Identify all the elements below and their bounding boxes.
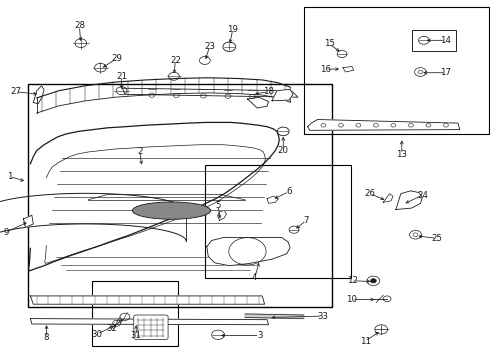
Text: 10: 10 [346,295,357,304]
Text: 2: 2 [137,147,143,156]
Circle shape [370,279,376,283]
Text: 5: 5 [215,201,221,210]
Polygon shape [24,215,33,228]
Text: 17: 17 [441,68,451,77]
Text: 11: 11 [360,337,370,346]
Text: 23: 23 [204,41,215,50]
Text: 19: 19 [227,25,238,34]
Polygon shape [267,196,278,203]
Bar [304,7,489,134]
Text: 14: 14 [441,36,451,45]
Text: 1: 1 [7,172,13,181]
Text: 21: 21 [116,72,127,81]
Polygon shape [30,319,269,325]
Polygon shape [218,211,226,220]
Polygon shape [207,238,290,266]
Text: 22: 22 [170,56,181,65]
Text: 30: 30 [92,330,102,338]
Text: 26: 26 [365,189,375,198]
Polygon shape [33,86,44,104]
Polygon shape [30,296,265,304]
Bar [92,281,178,346]
Polygon shape [245,314,304,319]
Text: 7: 7 [303,216,309,225]
Bar [28,84,332,307]
Text: 25: 25 [432,234,442,243]
Text: 20: 20 [278,146,289,155]
Text: 13: 13 [396,150,407,158]
Text: 12: 12 [347,276,358,285]
Text: 8: 8 [44,333,49,342]
Polygon shape [122,88,298,97]
Text: 6: 6 [286,187,292,196]
Text: 16: 16 [320,65,331,74]
Polygon shape [272,89,293,101]
Polygon shape [383,194,393,202]
Text: 27: 27 [10,87,21,96]
Text: 24: 24 [417,191,428,199]
Polygon shape [308,120,460,130]
Text: 4: 4 [252,274,258,282]
Text: 15: 15 [324,40,335,49]
Bar [412,30,456,51]
Text: 9: 9 [3,228,8,237]
Polygon shape [396,191,422,210]
Text: 32: 32 [106,324,117,333]
Text: 18: 18 [263,87,274,96]
Text: 33: 33 [317,311,328,320]
Text: 3: 3 [257,331,263,340]
Bar [205,165,351,278]
Text: 29: 29 [111,54,122,63]
FancyBboxPatch shape [134,315,168,339]
Polygon shape [343,67,354,72]
Text: 28: 28 [74,21,85,30]
Ellipse shape [132,202,211,219]
Text: 31: 31 [131,331,142,340]
